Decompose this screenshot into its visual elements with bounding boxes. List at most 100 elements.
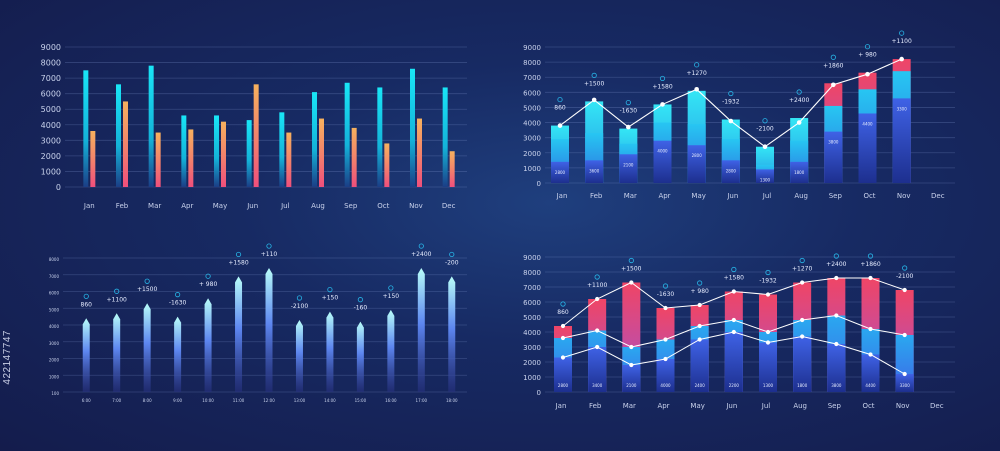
x-tick-label: Nov <box>896 402 910 410</box>
bar-series1 <box>410 68 415 187</box>
arrow-icon <box>662 283 669 289</box>
bar-inner-label: 1300 <box>760 177 771 182</box>
arrow-icon <box>114 288 120 294</box>
y-tick-label: 8000 <box>41 59 61 68</box>
line-point <box>800 334 805 339</box>
arrow-icon <box>796 89 802 95</box>
arrow-icon <box>144 278 150 284</box>
x-tick-label: Nov <box>409 202 423 210</box>
line-point <box>629 362 634 368</box>
pillar-bar <box>143 303 151 392</box>
line-point <box>728 118 734 124</box>
bar-change-label: -1630 <box>620 108 638 115</box>
x-tick-label: 6:00 <box>82 398 91 403</box>
x-tick-label: Sep <box>829 192 843 200</box>
bar-segment-bottom <box>554 357 572 392</box>
y-tick-label: 5000 <box>523 314 541 322</box>
line-point <box>560 335 566 341</box>
line-point <box>697 323 702 329</box>
arrow-icon <box>833 253 839 259</box>
bar-inner-label: 4000 <box>657 149 668 154</box>
x-tick-label: Mar <box>148 202 161 210</box>
x-tick-label: Oct <box>863 192 875 200</box>
bar-inner-label: 2100 <box>623 162 634 167</box>
bar-change-label: -2100 <box>291 303 309 310</box>
line-point <box>800 280 805 285</box>
arrow-icon <box>762 118 768 124</box>
y-tick-label: 4000 <box>41 121 61 130</box>
bar-segment-bottom <box>895 374 914 392</box>
x-tick-label: Jun <box>246 202 258 210</box>
x-tick-label: Mar <box>623 402 636 410</box>
bar-segment-bottom <box>724 332 743 392</box>
x-tick-label: Apr <box>181 202 193 210</box>
arrow-icon <box>902 265 908 271</box>
bar-change-label: -160 <box>354 305 368 312</box>
bar-change-label: + 980 <box>199 281 218 288</box>
line-point <box>663 356 668 362</box>
y-tick-label: 3000 <box>41 136 61 145</box>
arrow-icon <box>728 90 734 97</box>
y-tick-label: 0 <box>56 183 61 192</box>
x-tick-label: Feb <box>116 202 129 210</box>
bar-change-label: +1580 <box>652 83 672 90</box>
bar-segment-bottom <box>759 342 777 392</box>
bar-segment-bottom <box>861 354 880 392</box>
bar-inner-label: 2800 <box>558 383 569 388</box>
bar-segment-bottom <box>585 160 604 183</box>
y-tick-label: 5000 <box>523 104 541 112</box>
bar-series1 <box>377 87 383 187</box>
bar-series2 <box>319 118 324 187</box>
bar-series1 <box>279 112 285 187</box>
y-tick-label: 1000 <box>41 167 61 176</box>
bar-change-label: +2400 <box>826 261 846 268</box>
line-point <box>765 340 771 345</box>
line-point <box>595 296 600 302</box>
arrow-icon <box>864 44 871 50</box>
pillar-bar <box>235 276 243 392</box>
bar-change-label: +2400 <box>411 251 431 258</box>
bar-change-label: +1270 <box>687 70 707 77</box>
bar-series1 <box>181 115 187 187</box>
line-point <box>902 332 907 338</box>
line-point <box>560 323 566 329</box>
line-point <box>560 355 566 360</box>
y-tick-label: 8000 <box>523 269 541 277</box>
arrow-icon <box>327 286 333 293</box>
bar-series1 <box>148 65 154 187</box>
line-point <box>697 337 702 342</box>
arrow-icon <box>591 72 597 79</box>
y-tick-label: 7000 <box>523 74 541 82</box>
y-tick-label: 4000 <box>523 329 541 337</box>
x-tick-label: 9:00 <box>173 398 182 403</box>
x-tick-label: Jan <box>555 402 567 410</box>
arrow-icon <box>867 253 874 259</box>
x-tick-label: Jul <box>280 202 290 210</box>
y-tick-label: 2000 <box>41 152 61 161</box>
arrow-icon <box>83 293 89 299</box>
line-point <box>834 275 839 281</box>
y-tick-label: 6000 <box>523 89 541 97</box>
line-point <box>591 97 597 103</box>
line-point <box>629 344 634 350</box>
arrow-icon <box>560 301 566 307</box>
bar-change-label: +1580 <box>228 259 248 266</box>
y-tick-label: 6000 <box>41 90 61 99</box>
x-tick-label: Jul <box>762 192 772 200</box>
line-point <box>765 329 771 335</box>
x-tick-label: Sep <box>344 202 358 210</box>
bar-inner-label: 3300 <box>900 383 911 388</box>
y-tick-label: 2000 <box>49 358 60 363</box>
y-tick-label: 4000 <box>523 120 541 128</box>
bar-change-label: +1500 <box>584 80 604 87</box>
x-tick-label: Aug <box>793 402 807 410</box>
pillar-bar <box>295 319 303 392</box>
line-point <box>731 329 736 335</box>
bar-series1 <box>214 115 219 187</box>
y-tick-label: 7000 <box>523 284 541 292</box>
arrow-icon <box>625 100 631 106</box>
bar-series2 <box>286 132 292 187</box>
bar-change-label: 860 <box>557 309 569 316</box>
x-tick-label: Feb <box>590 192 603 200</box>
x-tick-label: Jun <box>726 192 738 200</box>
